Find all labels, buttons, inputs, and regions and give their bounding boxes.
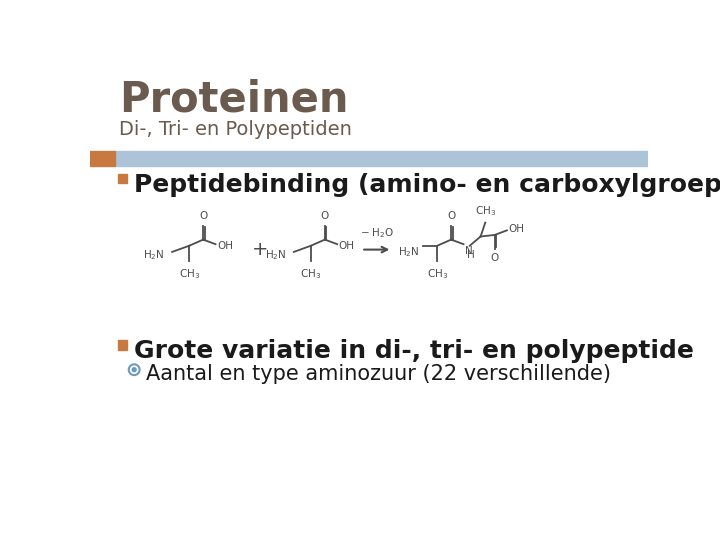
Text: CH$_3$: CH$_3$ xyxy=(179,267,200,281)
Text: $-$ H$_2$O: $-$ H$_2$O xyxy=(359,227,394,240)
Text: O: O xyxy=(490,253,499,264)
Bar xyxy=(90,151,114,166)
Text: H$_2$N: H$_2$N xyxy=(143,248,164,262)
Text: H: H xyxy=(467,251,475,260)
Bar xyxy=(118,340,127,350)
Text: OH: OH xyxy=(508,224,524,234)
Text: H$_2$N: H$_2$N xyxy=(398,245,419,259)
Text: +: + xyxy=(252,240,269,259)
Text: O: O xyxy=(320,211,329,221)
Text: OH: OH xyxy=(339,241,355,251)
Text: O: O xyxy=(447,211,455,221)
Text: Proteinen: Proteinen xyxy=(120,79,349,120)
Bar xyxy=(118,174,127,184)
Text: Di-, Tri- en Polypeptiden: Di-, Tri- en Polypeptiden xyxy=(120,120,352,139)
Bar xyxy=(114,151,648,166)
Text: Aantal en type aminozuur (22 verschillende): Aantal en type aminozuur (22 verschillen… xyxy=(145,363,611,383)
Text: N: N xyxy=(465,246,473,256)
Text: CH$_3$: CH$_3$ xyxy=(426,267,448,281)
Text: CH$_3$: CH$_3$ xyxy=(300,267,322,281)
Text: OH: OH xyxy=(217,241,233,251)
Text: CH$_3$: CH$_3$ xyxy=(474,204,496,218)
Text: Grote variatie in di-, tri- en polypeptide: Grote variatie in di-, tri- en polypepti… xyxy=(134,339,694,363)
Text: H$_2$N: H$_2$N xyxy=(264,248,286,262)
Text: Peptidebinding (amino- en carboxylgroep): Peptidebinding (amino- en carboxylgroep) xyxy=(134,173,720,197)
Circle shape xyxy=(132,368,136,372)
Text: O: O xyxy=(199,211,207,221)
